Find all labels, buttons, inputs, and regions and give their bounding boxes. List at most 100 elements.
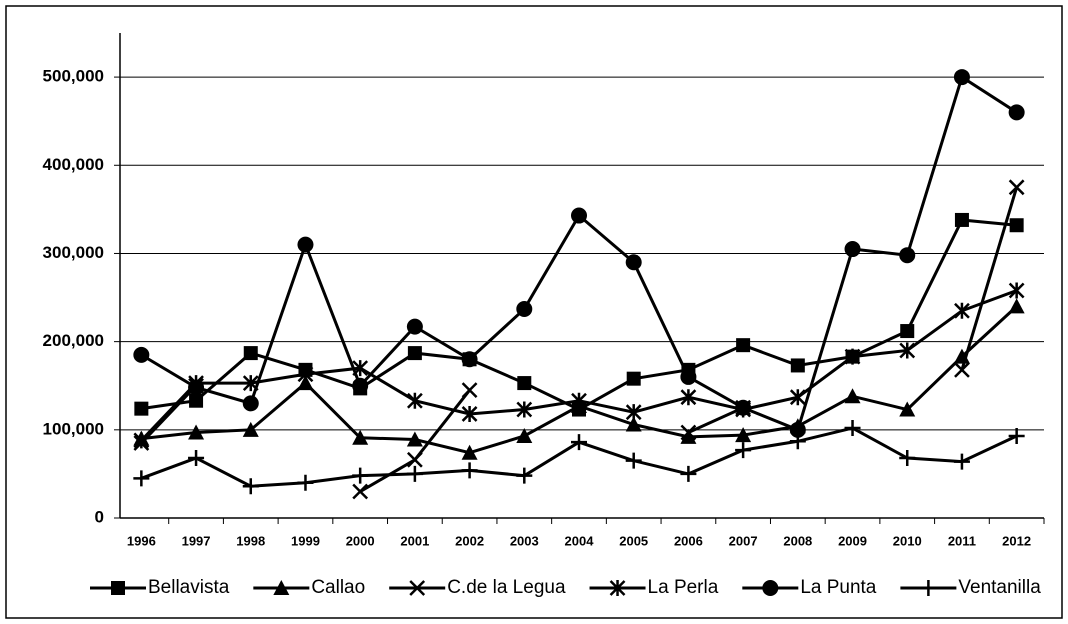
marker — [954, 361, 970, 378]
marker — [625, 416, 642, 432]
legend-item: Callao — [253, 577, 365, 598]
marker — [461, 351, 478, 368]
marker — [461, 405, 478, 422]
marker — [953, 69, 970, 86]
marker — [461, 382, 478, 399]
marker — [134, 401, 149, 416]
marker — [133, 470, 150, 487]
marker — [516, 301, 533, 318]
marker — [625, 404, 642, 421]
x-tick-label: 2008 — [783, 533, 812, 548]
marker — [1008, 427, 1025, 444]
marker — [953, 453, 970, 470]
marker — [844, 241, 861, 258]
marker — [406, 451, 423, 468]
marker — [954, 302, 970, 319]
legend-item: La Perla — [589, 577, 719, 598]
marker — [188, 379, 205, 396]
marker — [242, 478, 259, 495]
marker — [243, 346, 258, 361]
marker — [1009, 218, 1024, 233]
chart-frame — [5, 5, 1063, 619]
y-tick-label: 400,000 — [43, 155, 104, 174]
x-tick-label: 2009 — [838, 533, 867, 548]
marker — [571, 434, 587, 451]
marker — [571, 207, 587, 224]
marker — [1008, 104, 1025, 121]
marker — [516, 467, 533, 484]
marker — [762, 580, 779, 596]
marker — [189, 393, 204, 408]
marker — [790, 358, 805, 373]
marker — [461, 462, 478, 479]
marker — [1008, 298, 1025, 314]
marker — [1008, 282, 1025, 299]
marker — [516, 401, 533, 418]
marker — [352, 377, 369, 394]
marker — [735, 442, 752, 459]
marker — [406, 318, 423, 335]
marker — [242, 421, 259, 437]
x-tick-label: 1996 — [127, 533, 156, 548]
marker — [899, 247, 916, 264]
marker — [789, 389, 806, 406]
marker — [133, 346, 150, 363]
legend-label: Callao — [311, 577, 365, 598]
legend-label: C.de la Legua — [447, 577, 566, 598]
y-tick-label: 300,000 — [43, 243, 104, 262]
x-tick-label: 2004 — [565, 533, 595, 548]
marker — [625, 254, 642, 271]
legend-label: La Punta — [800, 577, 876, 598]
marker — [517, 376, 532, 391]
marker — [188, 424, 205, 440]
marker — [242, 395, 259, 412]
marker — [409, 580, 426, 596]
marker — [516, 427, 533, 443]
x-tick-label: 2000 — [346, 533, 375, 548]
x-tick-label: 2007 — [729, 533, 758, 548]
legend-item: Ventanilla — [900, 577, 1041, 598]
marker — [188, 450, 205, 467]
marker — [954, 212, 969, 227]
marker — [789, 421, 806, 438]
marker — [625, 452, 642, 469]
legend-label: Bellavista — [148, 577, 230, 598]
marker — [111, 581, 125, 595]
x-tick-label: 2011 — [948, 533, 976, 548]
legend-label: Ventanilla — [958, 577, 1041, 598]
y-tick-label: 0 — [95, 507, 104, 526]
marker — [899, 342, 916, 359]
legend-label: La Perla — [648, 577, 719, 598]
marker — [407, 346, 422, 361]
marker — [735, 427, 752, 443]
marker — [297, 375, 314, 391]
marker — [680, 424, 697, 441]
marker — [297, 474, 314, 491]
marker — [406, 465, 423, 482]
legend-item: Bellavista — [90, 577, 230, 598]
marker — [900, 324, 915, 339]
x-tick-label: 2001 — [400, 533, 429, 548]
marker — [736, 338, 751, 353]
marker — [461, 444, 478, 460]
marker — [735, 399, 752, 416]
x-tick-label: 2002 — [455, 533, 484, 548]
x-tick-label: 1998 — [236, 533, 265, 548]
x-tick-label: 2012 — [1002, 533, 1031, 548]
marker — [352, 429, 369, 445]
marker — [352, 483, 369, 500]
marker — [680, 389, 697, 406]
marker — [844, 348, 861, 365]
marker — [297, 236, 314, 253]
marker — [680, 465, 697, 482]
marker — [1008, 179, 1025, 196]
x-tick-label: 2005 — [619, 533, 648, 548]
marker — [273, 580, 290, 595]
y-tick-label: 500,000 — [43, 67, 104, 86]
marker — [133, 432, 150, 449]
marker — [297, 366, 314, 383]
marker — [920, 580, 937, 596]
x-tick-label: 1997 — [182, 533, 211, 548]
marker — [680, 368, 697, 385]
